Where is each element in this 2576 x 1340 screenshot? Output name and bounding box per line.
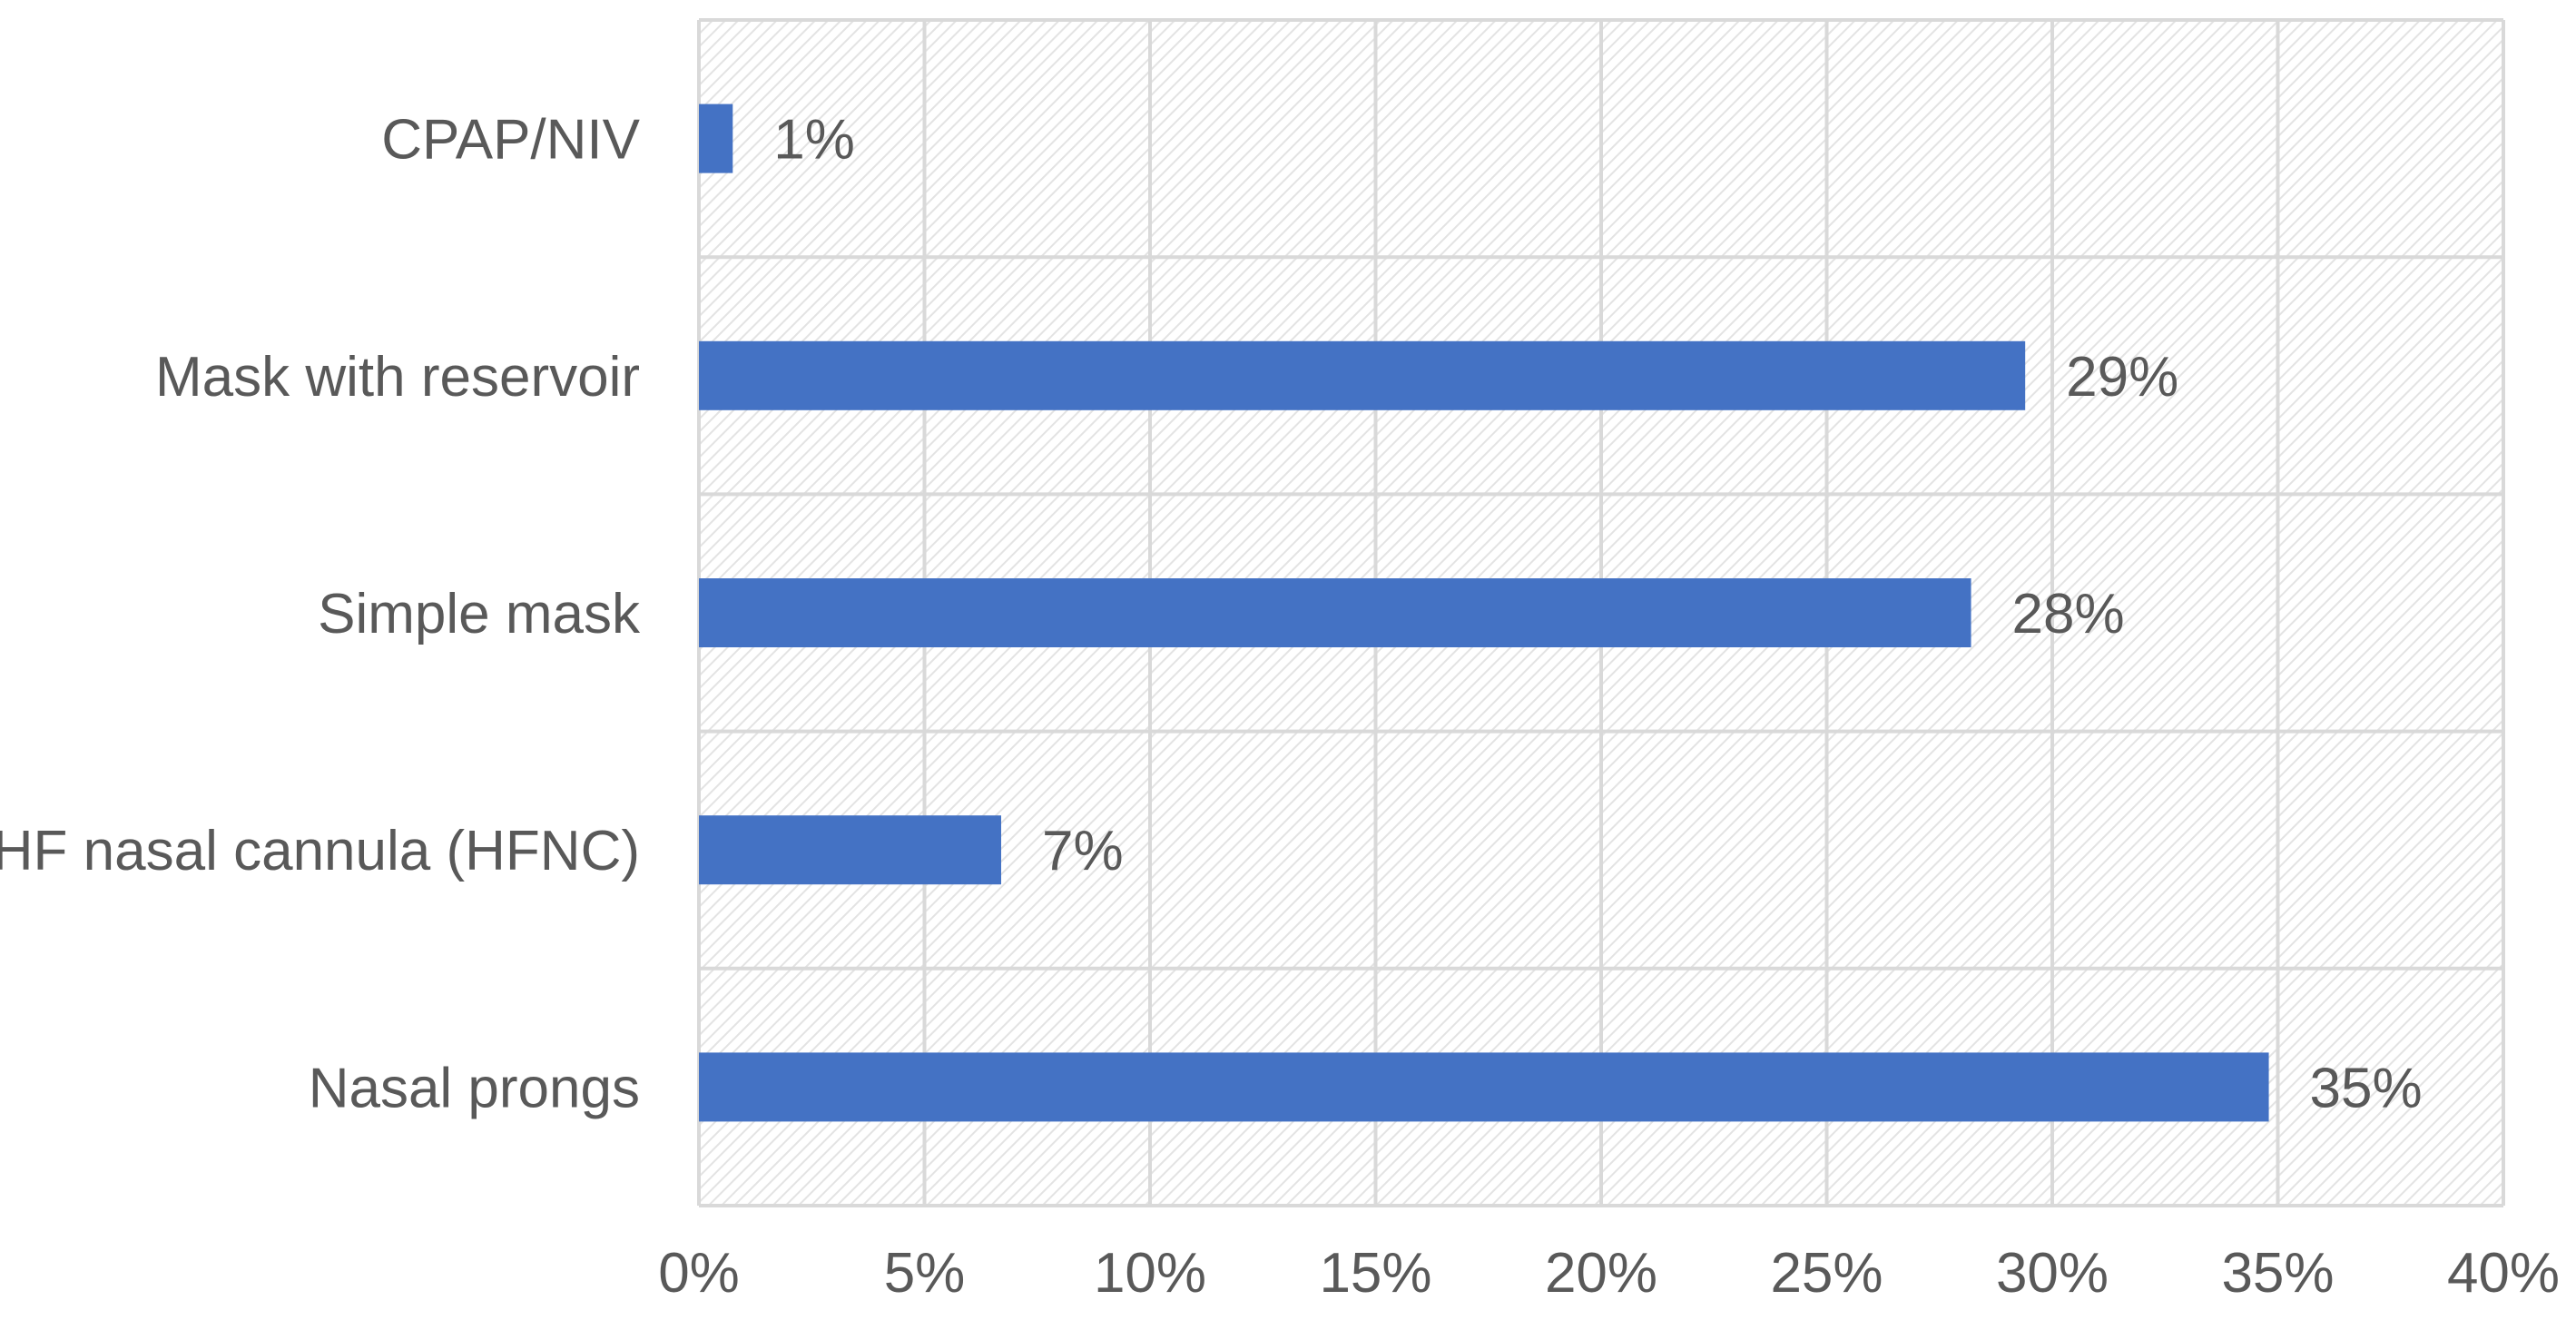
bar (699, 815, 1001, 885)
data-label: 28% (2012, 583, 2125, 645)
bar (699, 340, 2026, 410)
x-tick-label: 40% (2447, 1242, 2560, 1305)
x-tick-label: 10% (1094, 1242, 1206, 1305)
category-label: HF nasal cannula (HFNC) (0, 820, 640, 882)
x-tick-label: 25% (1770, 1242, 1883, 1305)
bar (699, 578, 1971, 647)
x-tick-label: 5% (884, 1242, 966, 1305)
x-tick-label: 0% (658, 1242, 740, 1305)
x-tick-label: 35% (2221, 1242, 2334, 1305)
x-tick-label: 20% (1545, 1242, 1657, 1305)
data-label: 35% (2310, 1057, 2423, 1119)
x-tick-label: 15% (1319, 1242, 1431, 1305)
bar (699, 103, 733, 173)
data-label: 29% (2066, 346, 2178, 409)
x-tick-label: 30% (1996, 1242, 2109, 1305)
category-label: CPAP/NIV (381, 109, 640, 172)
bar (699, 1052, 2269, 1122)
category-label: Mask with reservoir (155, 346, 640, 409)
category-label: Nasal prongs (309, 1057, 640, 1119)
category-label: Simple mask (318, 583, 641, 645)
data-label: 1% (773, 109, 855, 172)
data-label: 7% (1042, 820, 1124, 882)
